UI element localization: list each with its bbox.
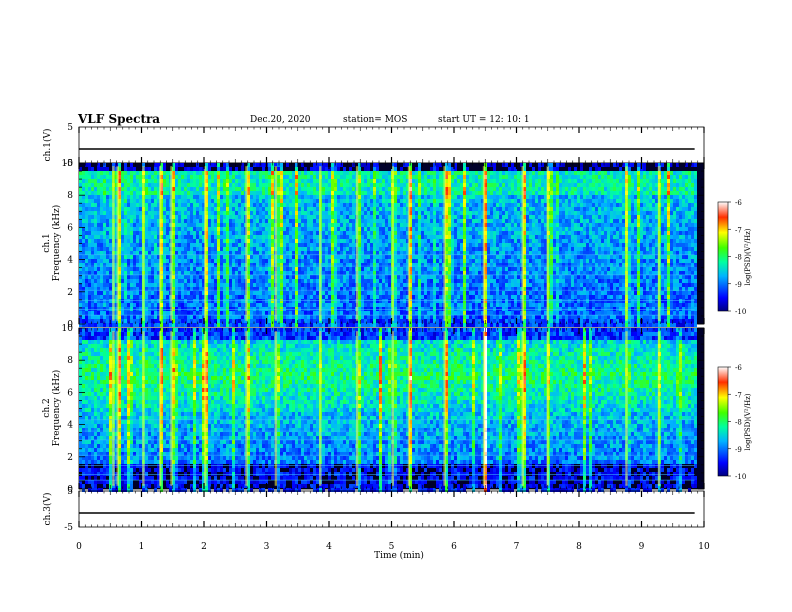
y-tick-label: 6: [67, 223, 73, 233]
figure-title: VLF Spectra: [78, 112, 161, 126]
colorbar-ticks: -6 -7 -8 -9 -10 log(PSD)(V²/Hz) -6 -7 -8 -9 -10 log…: [728, 199, 752, 481]
colorbar-tick-label: -7: [735, 226, 742, 234]
spectral-event-mark: [625, 166, 628, 321]
spectral-event-mark: [274, 331, 278, 486]
spectral-event-mark: [116, 166, 119, 321]
x-tick-label: 7: [514, 542, 520, 552]
colorbar-tick-label: -7: [735, 391, 742, 399]
station-label: station= MOS: [343, 115, 408, 125]
spectral-event-mark: [443, 166, 446, 321]
colorbar-tick-label: -9: [735, 446, 742, 454]
colorbar-tick-label: -6: [735, 199, 742, 207]
spectral-event-mark: [482, 166, 486, 321]
spectral-event-mark: [170, 331, 173, 486]
spectral-event-mark: [521, 166, 524, 321]
axis-ticks: [78, 127, 705, 527]
ch2-frequency-axis-label: Frequency (kHz): [51, 370, 62, 447]
spectral-event-mark: [204, 166, 207, 321]
ch1-voltage-axis-label: ch.1(V): [42, 129, 53, 162]
x-tick-label: 1: [139, 542, 145, 552]
y-tick-label: 2: [67, 453, 73, 463]
x-tick-label: 9: [639, 542, 645, 552]
spectral-event-mark: [391, 166, 394, 321]
colorbar-tick-label: -10: [735, 308, 746, 316]
colorbar-tick-label: -10: [735, 473, 746, 481]
spectral-event-mark: [355, 331, 359, 486]
x-tick-label: 10: [698, 542, 710, 552]
spectral-event-mark: [625, 331, 628, 486]
colorbar-tick-label: -8: [735, 254, 742, 262]
x-tick-label: 2: [201, 542, 207, 552]
y-tick-label: -5: [64, 159, 73, 169]
spectral-event-mark: [319, 166, 322, 321]
y-tick-label: 10: [62, 324, 74, 334]
start-ut-label: start UT = 12: 10: 1: [438, 115, 530, 125]
colorbar-tick-label: -9: [735, 281, 742, 289]
spectral-event-mark: [112, 331, 115, 486]
x-tick-label: 0: [76, 542, 82, 552]
spectral-event-mark: [521, 331, 524, 486]
x-tick-label: 6: [451, 542, 457, 552]
spectral-event-mark: [482, 331, 486, 486]
spectral-event-mark: [170, 166, 173, 321]
ch2-colorbar: [717, 366, 729, 477]
ch1-frequency-axis-label: Frequency (kHz): [51, 205, 62, 282]
ch1-frequency-axis-label: ch.1: [42, 233, 52, 252]
ch2-frequency-axis-label: ch.2: [42, 398, 52, 417]
spectral-event-mark: [657, 331, 661, 486]
colorbar-label: log(PSD)(V²/Hz): [744, 228, 752, 285]
x-tick-label: 3: [264, 542, 270, 552]
colorbar-label: log(PSD)(V²/Hz): [744, 393, 752, 450]
spectral-event-mark: [142, 166, 145, 321]
spectral-event-mark: [407, 166, 411, 321]
ch1-spectrogram-image: [79, 163, 697, 327]
spectral-event-mark: [142, 331, 145, 486]
ch1-colorbar: [717, 201, 729, 312]
spectral-event-mark: [245, 166, 248, 321]
spectral-event-mark: [355, 166, 359, 321]
y-tick-label: 5: [67, 123, 73, 133]
spectral-event-mark: [319, 331, 322, 486]
spectral-event-mark: [274, 166, 278, 321]
spectral-event-mark: [116, 331, 119, 486]
spectral-event-mark: [112, 166, 115, 321]
y-tick-label: 6: [67, 388, 73, 398]
y-tick-label: -5: [64, 523, 73, 533]
spectral-event-mark: [245, 331, 248, 486]
y-tick-label: 0: [67, 485, 73, 495]
ch2-spectrogram-image: [79, 328, 697, 492]
spectral-event-mark: [546, 166, 549, 321]
spectral-event-mark: [391, 331, 394, 486]
y-tick-label: 2: [67, 288, 73, 298]
x-tick-label: 5: [389, 542, 395, 552]
y-tick-label: 8: [67, 356, 73, 366]
y-tick-label: 0: [67, 320, 73, 330]
y-tick-label: 8: [67, 191, 73, 201]
x-tick-label: 8: [576, 542, 582, 552]
spectral-event-mark: [204, 331, 207, 486]
ch3-voltage-axis-label: ch.3(V): [42, 493, 53, 526]
y-tick-label: 5: [67, 487, 73, 497]
y-tick-label: 10: [62, 159, 74, 169]
spectral-event-mark: [407, 331, 411, 486]
x-tick-label: 4: [326, 542, 332, 552]
spectral-event-mark: [159, 331, 162, 486]
spectral-event-mark: [546, 331, 549, 486]
x-axis-label: Time (min): [374, 550, 424, 561]
spectral-event-mark: [657, 166, 661, 321]
y-tick-label: 4: [67, 421, 73, 431]
spectral-event-mark: [443, 331, 446, 486]
colorbar-tick-label: -8: [735, 419, 742, 427]
date-label: Dec.20, 2020: [250, 115, 311, 125]
y-tick-label: 4: [67, 256, 73, 266]
spectral-event-mark: [159, 166, 162, 321]
colorbar-tick-label: -6: [735, 364, 742, 372]
